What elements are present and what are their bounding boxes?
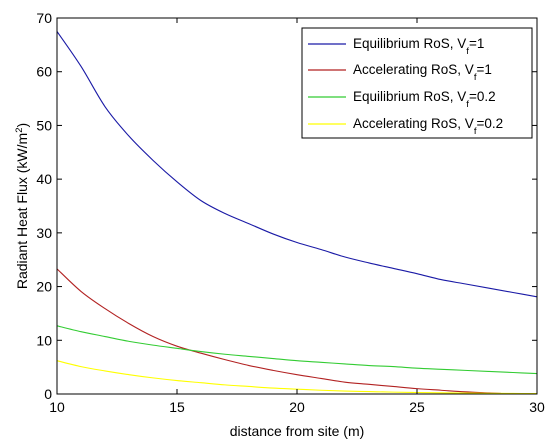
legend-label-sub: f — [474, 72, 477, 83]
y-axis-title: Radiant Heat Flux (kW/m2) — [14, 123, 31, 289]
legend-label-main: Accelerating RoS, V — [353, 116, 474, 131]
legend-box — [301, 27, 533, 139]
y-axis-title-sup: 2 — [14, 128, 25, 133]
x-tick-label: 20 — [289, 399, 305, 415]
legend-label-main: Accelerating RoS, V — [353, 62, 474, 77]
y-tick-label: 20 — [36, 279, 52, 295]
legend-label-accelerating-vf02: Accelerating RoS, Vf=0.2 — [353, 116, 503, 137]
legend-label-sub: f — [466, 99, 469, 110]
legend-label-accelerating-vf1: Accelerating RoS, Vf=1 — [353, 62, 492, 83]
y-tick-label: 30 — [36, 225, 52, 241]
y-tick-label: 60 — [36, 64, 52, 80]
x-tick-label: 10 — [49, 399, 65, 415]
y-tick-label: 70 — [36, 10, 52, 26]
series-line-2 — [56, 268, 502, 395]
legend-label-rest: =1 — [476, 62, 491, 77]
legend-label-sub: f — [474, 126, 477, 137]
y-tick-label: 50 — [36, 117, 52, 133]
x-tick-label: 25 — [409, 399, 425, 415]
legend-label-equilibrium-vf1: Equilibrium RoS, Vf=1 — [353, 36, 484, 57]
legend-label-main: Equilibrium RoS, V — [353, 36, 466, 51]
series-line-3 — [56, 325, 538, 375]
legend-label-rest: =1 — [469, 36, 484, 51]
legend-label-rest: =0.2 — [469, 89, 496, 104]
x-tick-label: 15 — [169, 399, 185, 415]
x-tick-label: 30 — [529, 399, 545, 415]
legend-label-sub: f — [466, 46, 469, 57]
series-line-1 — [56, 31, 538, 298]
legend: Equilibrium RoS, Vf=1 Accelerating RoS, … — [301, 27, 533, 139]
y-axis-title-main: Radiant Heat Flux (kW/m — [14, 133, 30, 289]
y-tick-label: 40 — [36, 171, 52, 187]
y-tick-label: 10 — [36, 332, 52, 348]
legend-label-rest: =0.2 — [476, 116, 503, 131]
y-tick-label: 0 — [44, 386, 52, 402]
legend-label-equilibrium-vf02: Equilibrium RoS, Vf=0.2 — [353, 89, 496, 110]
x-axis-title: distance from site (m) — [230, 423, 365, 439]
legend-label-main: Equilibrium RoS, V — [353, 89, 466, 104]
y-axis-title-end: ) — [14, 123, 30, 128]
